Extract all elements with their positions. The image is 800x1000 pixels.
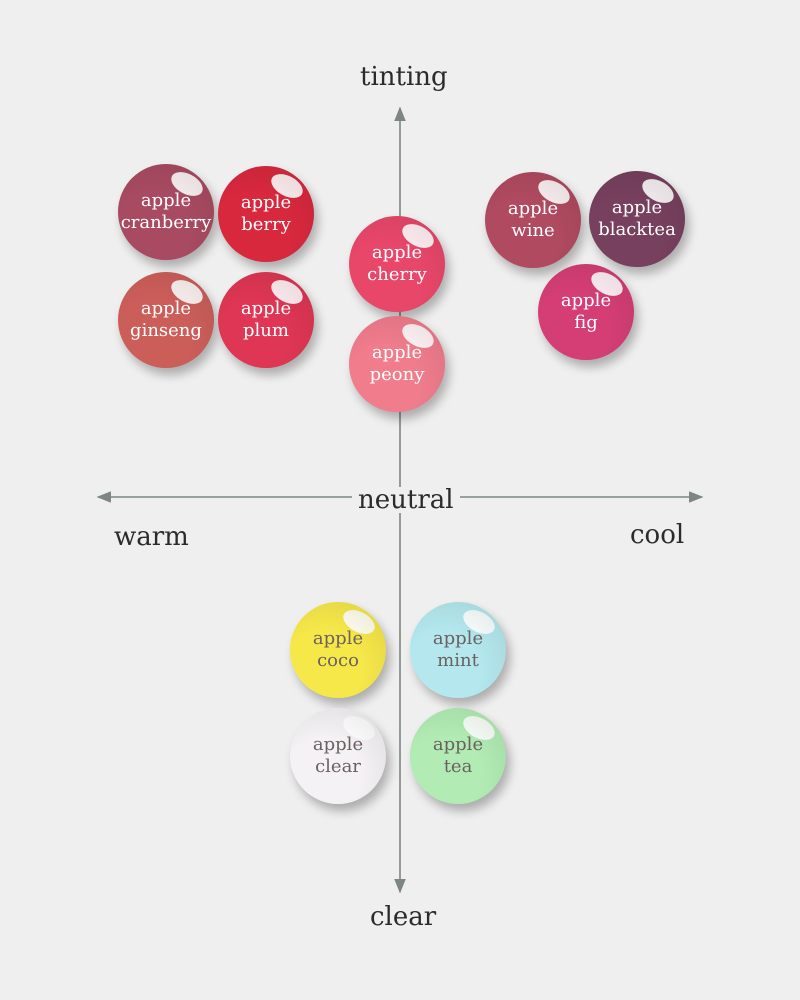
swatch-label-line1: apple (240, 192, 292, 213)
swatch-label-line1: apple (507, 198, 559, 219)
swatch-ginseng: apple ginseng (118, 272, 214, 368)
swatch-clear: apple clear (290, 708, 386, 804)
swatch-label-line1: apple (560, 290, 612, 311)
axis-label-center: neutral (352, 487, 460, 513)
swatch-label-line1: apple (240, 298, 292, 319)
swatch-mint: apple mint (410, 602, 506, 698)
swatch-label-line2: clear (315, 756, 361, 777)
swatch-label-line1: apple (432, 628, 484, 649)
swatch-plum: apple plum (218, 272, 314, 368)
axis-label-top: tinting (354, 64, 454, 90)
swatch-label-line1: apple (312, 628, 364, 649)
swatch-tea: apple tea (410, 708, 506, 804)
swatch-cherry: apple cherry (349, 216, 445, 312)
swatch-label-line1: apple (611, 197, 663, 218)
swatch-label-line2: blacktea (598, 219, 676, 240)
swatch-label-line2: mint (437, 650, 479, 671)
swatch-cranberry: apple cranberry (118, 164, 214, 260)
swatch-label-line2: wine (511, 220, 555, 241)
axis-label-right: cool (630, 520, 685, 550)
swatch-coco: apple coco (290, 602, 386, 698)
swatch-label-line2: cherry (367, 264, 427, 285)
swatch-label-line2: tea (443, 756, 473, 777)
swatch-label-line2: ginseng (130, 320, 202, 341)
swatch-label-line1: apple (140, 298, 192, 319)
swatch-label-line2: peony (369, 364, 425, 385)
swatch-peony: apple peony (349, 316, 445, 412)
swatch-label-line2: berry (241, 214, 291, 235)
swatch-label-line1: apple (371, 342, 423, 363)
swatch-label-line2: fig (574, 312, 598, 333)
swatch-label-line2: cranberry (120, 212, 212, 233)
swatch-label-line1: apple (312, 734, 364, 755)
axis-label-bottom: clear (364, 904, 443, 930)
swatch-berry: apple berry (218, 166, 314, 262)
swatch-wine: apple wine (485, 172, 581, 268)
swatch-label-line2: coco (317, 650, 359, 671)
swatch-label-line2: plum (243, 320, 289, 341)
swatch-label-line1: apple (140, 190, 192, 211)
axis-label-left: warm (114, 522, 189, 552)
swatch-blacktea: apple blacktea (589, 171, 685, 267)
swatch-label-line1: apple (432, 734, 484, 755)
swatch-fig: apple fig (538, 264, 634, 360)
swatch-label-line1: apple (371, 242, 423, 263)
